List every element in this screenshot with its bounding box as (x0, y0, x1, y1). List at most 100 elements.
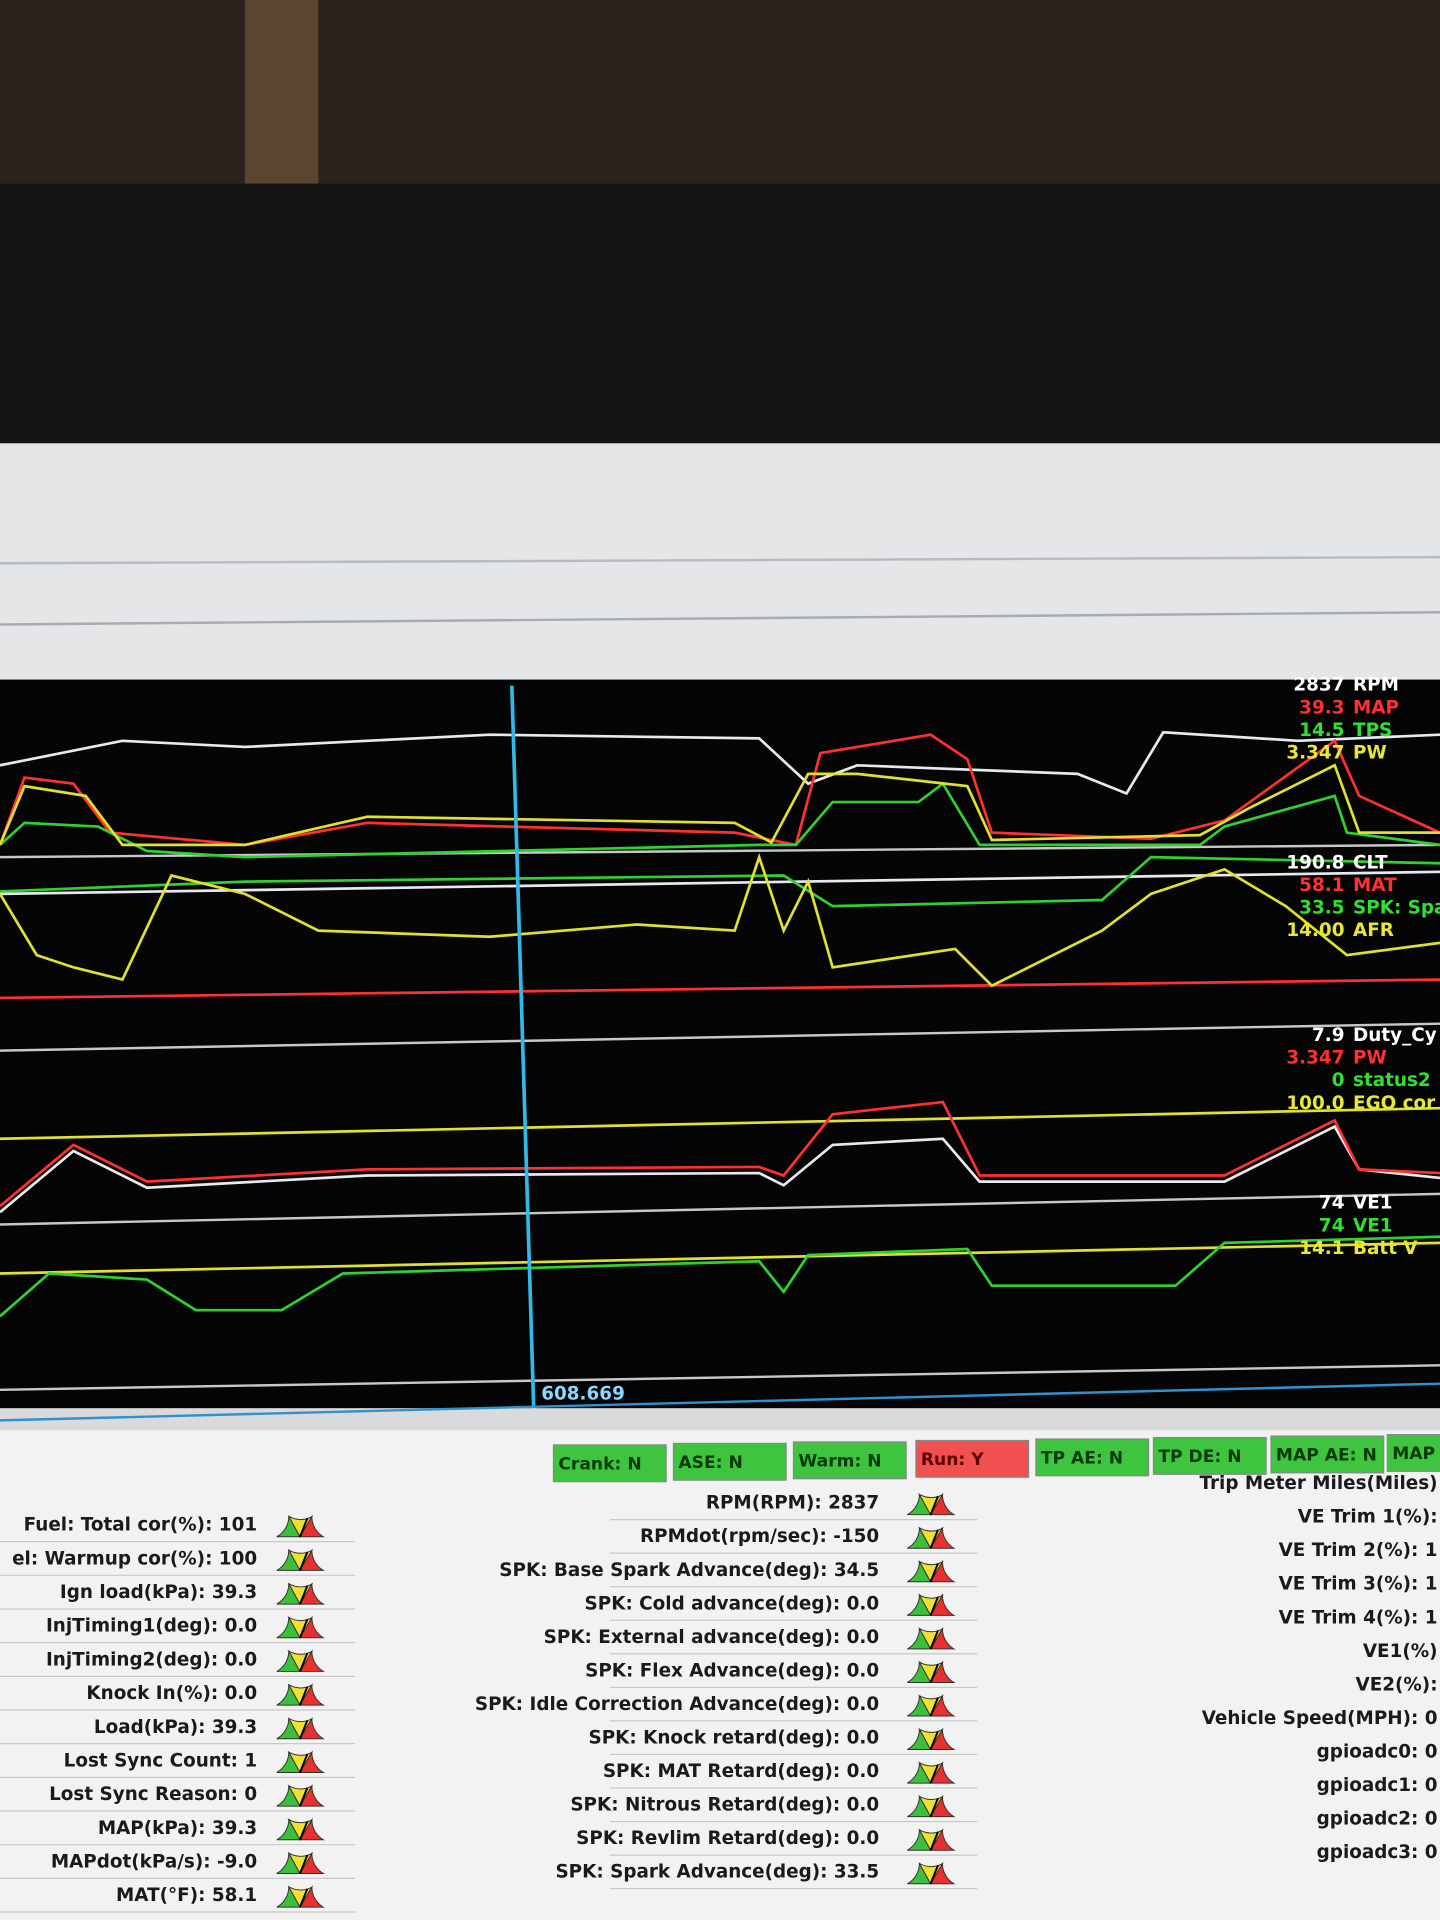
gauge-segment (929, 1727, 956, 1751)
gauge-reading: gpioadc0: 0 (1317, 1741, 1438, 1762)
gauge-reading: VE Trim 3(%): 1 (1279, 1574, 1438, 1595)
gauge-reading: MAT(°F): 58.1 (116, 1885, 257, 1906)
gauge-segment (929, 1694, 956, 1717)
gauge-segment (929, 1559, 956, 1583)
status-indicator (1386, 1433, 1440, 1472)
gauge-segment (929, 1761, 956, 1784)
trace-ego (0, 1106, 1440, 1141)
channel-value: 100.0 (1286, 1093, 1344, 1114)
gauge-reading: Vehicle Speed(MPH): 0 (1202, 1708, 1438, 1729)
gauge-segment (929, 1492, 956, 1516)
gauge-needle (299, 1854, 309, 1874)
gauge-reading: gpioadc1: 0 (1317, 1775, 1438, 1796)
gauge-reading: gpioadc3: 0 (1317, 1842, 1438, 1863)
panel-separator (0, 1364, 1440, 1392)
gauge-needle (299, 1821, 309, 1841)
gauge-icon (907, 1593, 956, 1617)
gauge-needle (929, 1596, 939, 1616)
status-indicator (552, 1444, 667, 1483)
status-label: Crank: N (558, 1454, 641, 1474)
gauge-segment (929, 1526, 956, 1549)
gauge-segment (299, 1784, 326, 1807)
gauge-reading: VE Trim 1(%): (1298, 1507, 1438, 1528)
gauge-icon (276, 1750, 326, 1774)
gauge-reading: el: Warmup cor(%): 100 (12, 1548, 257, 1569)
gauge-reading: gpioadc2: 0 (1317, 1809, 1438, 1830)
gauge-reading: Lost Sync Reason: 0 (49, 1784, 257, 1805)
gauge-needle (299, 1619, 309, 1639)
gauge-needle (929, 1630, 939, 1650)
status-indicator (672, 1442, 787, 1481)
status-indicator (1152, 1436, 1267, 1475)
trace-duty (0, 1124, 1440, 1214)
time-axis-line (0, 1382, 1440, 1422)
gauge-segment (299, 1649, 326, 1672)
gauge-icon (907, 1526, 956, 1550)
gauge-segment (299, 1750, 326, 1773)
gauge-needle (299, 1686, 309, 1706)
gauge-reading: RPMdot(rpm/sec): -150 (640, 1526, 879, 1547)
channel-value: 190.8 (1286, 852, 1344, 873)
gauge-segment (299, 1548, 326, 1571)
gauge-needle (929, 1764, 939, 1784)
window-toolbar (0, 443, 1440, 689)
panel-separator (0, 1022, 1440, 1052)
gauge-reading: Knock In(%): 0.0 (86, 1683, 257, 1704)
gauge-icon (907, 1660, 956, 1684)
gauge-segment (929, 1627, 956, 1650)
gauge-icon (276, 1548, 326, 1572)
channel-name: CLT (1353, 852, 1388, 873)
traces (0, 730, 1440, 1318)
gauge-icon (276, 1683, 326, 1707)
channel-name: AFR (1353, 920, 1394, 941)
gauge-reading: SPK: Nitrous Retard(deg): 0.0 (570, 1795, 879, 1816)
room-object (244, 0, 319, 184)
status-label: MAP AE: N (1276, 1446, 1377, 1466)
gauge-segment (929, 1861, 956, 1885)
gauge-reading: SPK: Idle Correction Advance(deg): 0.0 (475, 1694, 879, 1715)
channel-name: MAP (1353, 697, 1399, 718)
channel-name: SPK: Spark A (1353, 898, 1440, 919)
gauge-icon (276, 1615, 326, 1639)
gauge-reading: SPK: External advance(deg): 0.0 (544, 1627, 880, 1648)
gauge-needle (929, 1663, 939, 1683)
gauge-reading: SPK: Cold advance(deg): 0.0 (585, 1593, 880, 1614)
gauge-icon (276, 1716, 326, 1740)
gauge-needle (299, 1518, 309, 1538)
gauge-segment (299, 1885, 326, 1908)
dashboard: Crank: N ASE: N Warm: N Run: Y TP AE: N TP DE… (0, 1433, 1440, 1913)
gauge-icon (907, 1794, 956, 1818)
gauge-needle (299, 1753, 309, 1773)
cursor-label: 608.669 (541, 1384, 625, 1405)
room-background (0, 0, 1440, 196)
gauge-reading: SPK: Revlim Retard(deg): 0.0 (576, 1828, 879, 1849)
gauge-reading: VE Trim 2(%): 1 (1279, 1540, 1438, 1561)
channel-name: RPM (1353, 675, 1399, 696)
gauge-reading: SPK: Spark Advance(deg): 33.5 (555, 1862, 879, 1883)
channel-name: Batt V (1353, 1238, 1418, 1259)
toolbar-divider (0, 611, 1440, 626)
gauge-reading: SPK: Knock retard(deg): 0.0 (588, 1728, 879, 1749)
trace-clt (0, 870, 1440, 896)
gauge-segment (299, 1817, 326, 1841)
channel-name: VE1 (1353, 1193, 1393, 1214)
gauge-reading: SPK: Flex Advance(deg): 0.0 (585, 1660, 879, 1681)
gauge-icon (276, 1514, 326, 1538)
log-plot (0, 679, 1440, 1421)
toolbar-divider (0, 555, 1440, 565)
gauge-segment (929, 1660, 956, 1683)
trace-map (0, 733, 1440, 847)
gauge-needle (299, 1585, 309, 1605)
trace-pw2 (0, 1100, 1440, 1208)
monitor-bezel (0, 183, 1440, 447)
channel-name: Duty_Cy (1353, 1025, 1437, 1046)
channel-value: 74 (1319, 1193, 1345, 1214)
channel-value: 7.9 (1312, 1025, 1345, 1046)
gauge-needle (929, 1831, 939, 1851)
trace-afr (0, 852, 1440, 988)
gauge-needle (299, 1551, 309, 1571)
channel-value: 39.3 (1299, 697, 1344, 718)
gauge-reading: Fuel: Total cor(%): 101 (24, 1515, 258, 1536)
gauge-icon (907, 1694, 956, 1717)
